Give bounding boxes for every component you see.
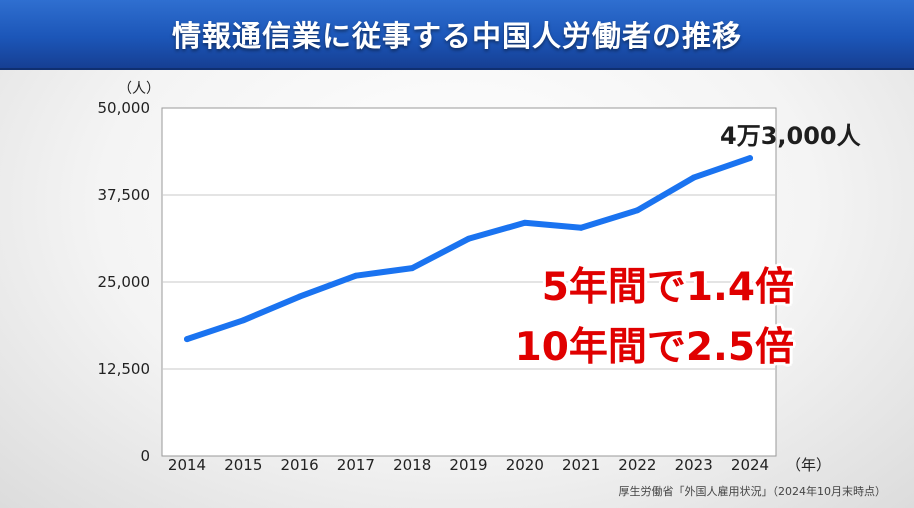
x-tick-label: 2016 <box>281 456 319 474</box>
x-tick-label: 2017 <box>337 456 375 474</box>
source-note: 厚生労働省「外国人雇用状況」（2024年10月末時点） <box>618 485 887 498</box>
title-banner: 情報通信業に従事する中国人労働者の推移 <box>0 0 914 70</box>
x-tick-label: 2019 <box>449 456 487 474</box>
data-point <box>465 235 472 242</box>
x-tick-label: 2021 <box>562 456 600 474</box>
data-point <box>747 155 753 162</box>
x-tick-label: 2024 <box>731 456 769 474</box>
x-tick-label: 2020 <box>506 456 544 474</box>
y-tick-label: 0 <box>140 447 150 465</box>
y-axis-ticks: 50,000 37,500 25,000 12,500 0 <box>98 99 151 465</box>
y-tick-label: 50,000 <box>98 99 151 117</box>
data-point <box>296 293 303 300</box>
x-tick-label: 2018 <box>393 456 431 474</box>
gridlines <box>162 194 776 370</box>
x-tick-label: 2015 <box>224 456 262 474</box>
data-point <box>634 207 641 214</box>
y-tick-label: 37,500 <box>98 186 151 204</box>
x-axis-ticks: 2014 2015 2016 2017 2018 2019 2020 2021 2022 2023… <box>168 456 769 474</box>
y-tick-label: 25,000 <box>98 273 151 291</box>
data-point <box>521 219 528 226</box>
chart-title: 情報通信業に従事する中国人労働者の推移 <box>171 19 742 53</box>
y-tick-label: 12,500 <box>98 360 151 378</box>
x-tick-label: 2014 <box>168 456 206 474</box>
x-tick-label: 2022 <box>618 456 656 474</box>
data-point <box>409 265 416 272</box>
data-point <box>690 174 697 181</box>
x-axis-unit: （年） <box>786 456 831 474</box>
data-point <box>240 317 247 324</box>
end-value-label: 4万3,000人 <box>720 122 861 150</box>
series-points <box>184 155 753 343</box>
y-axis-unit: （人） <box>118 81 160 97</box>
data-point <box>352 272 359 279</box>
growth-5yr-annotation: 5年間で1.4倍 <box>541 265 794 310</box>
data-point <box>578 224 585 231</box>
growth-10yr-annotation: 10年間で2.5倍 <box>514 325 794 370</box>
x-tick-label: 2023 <box>675 456 713 474</box>
data-point <box>184 336 190 343</box>
